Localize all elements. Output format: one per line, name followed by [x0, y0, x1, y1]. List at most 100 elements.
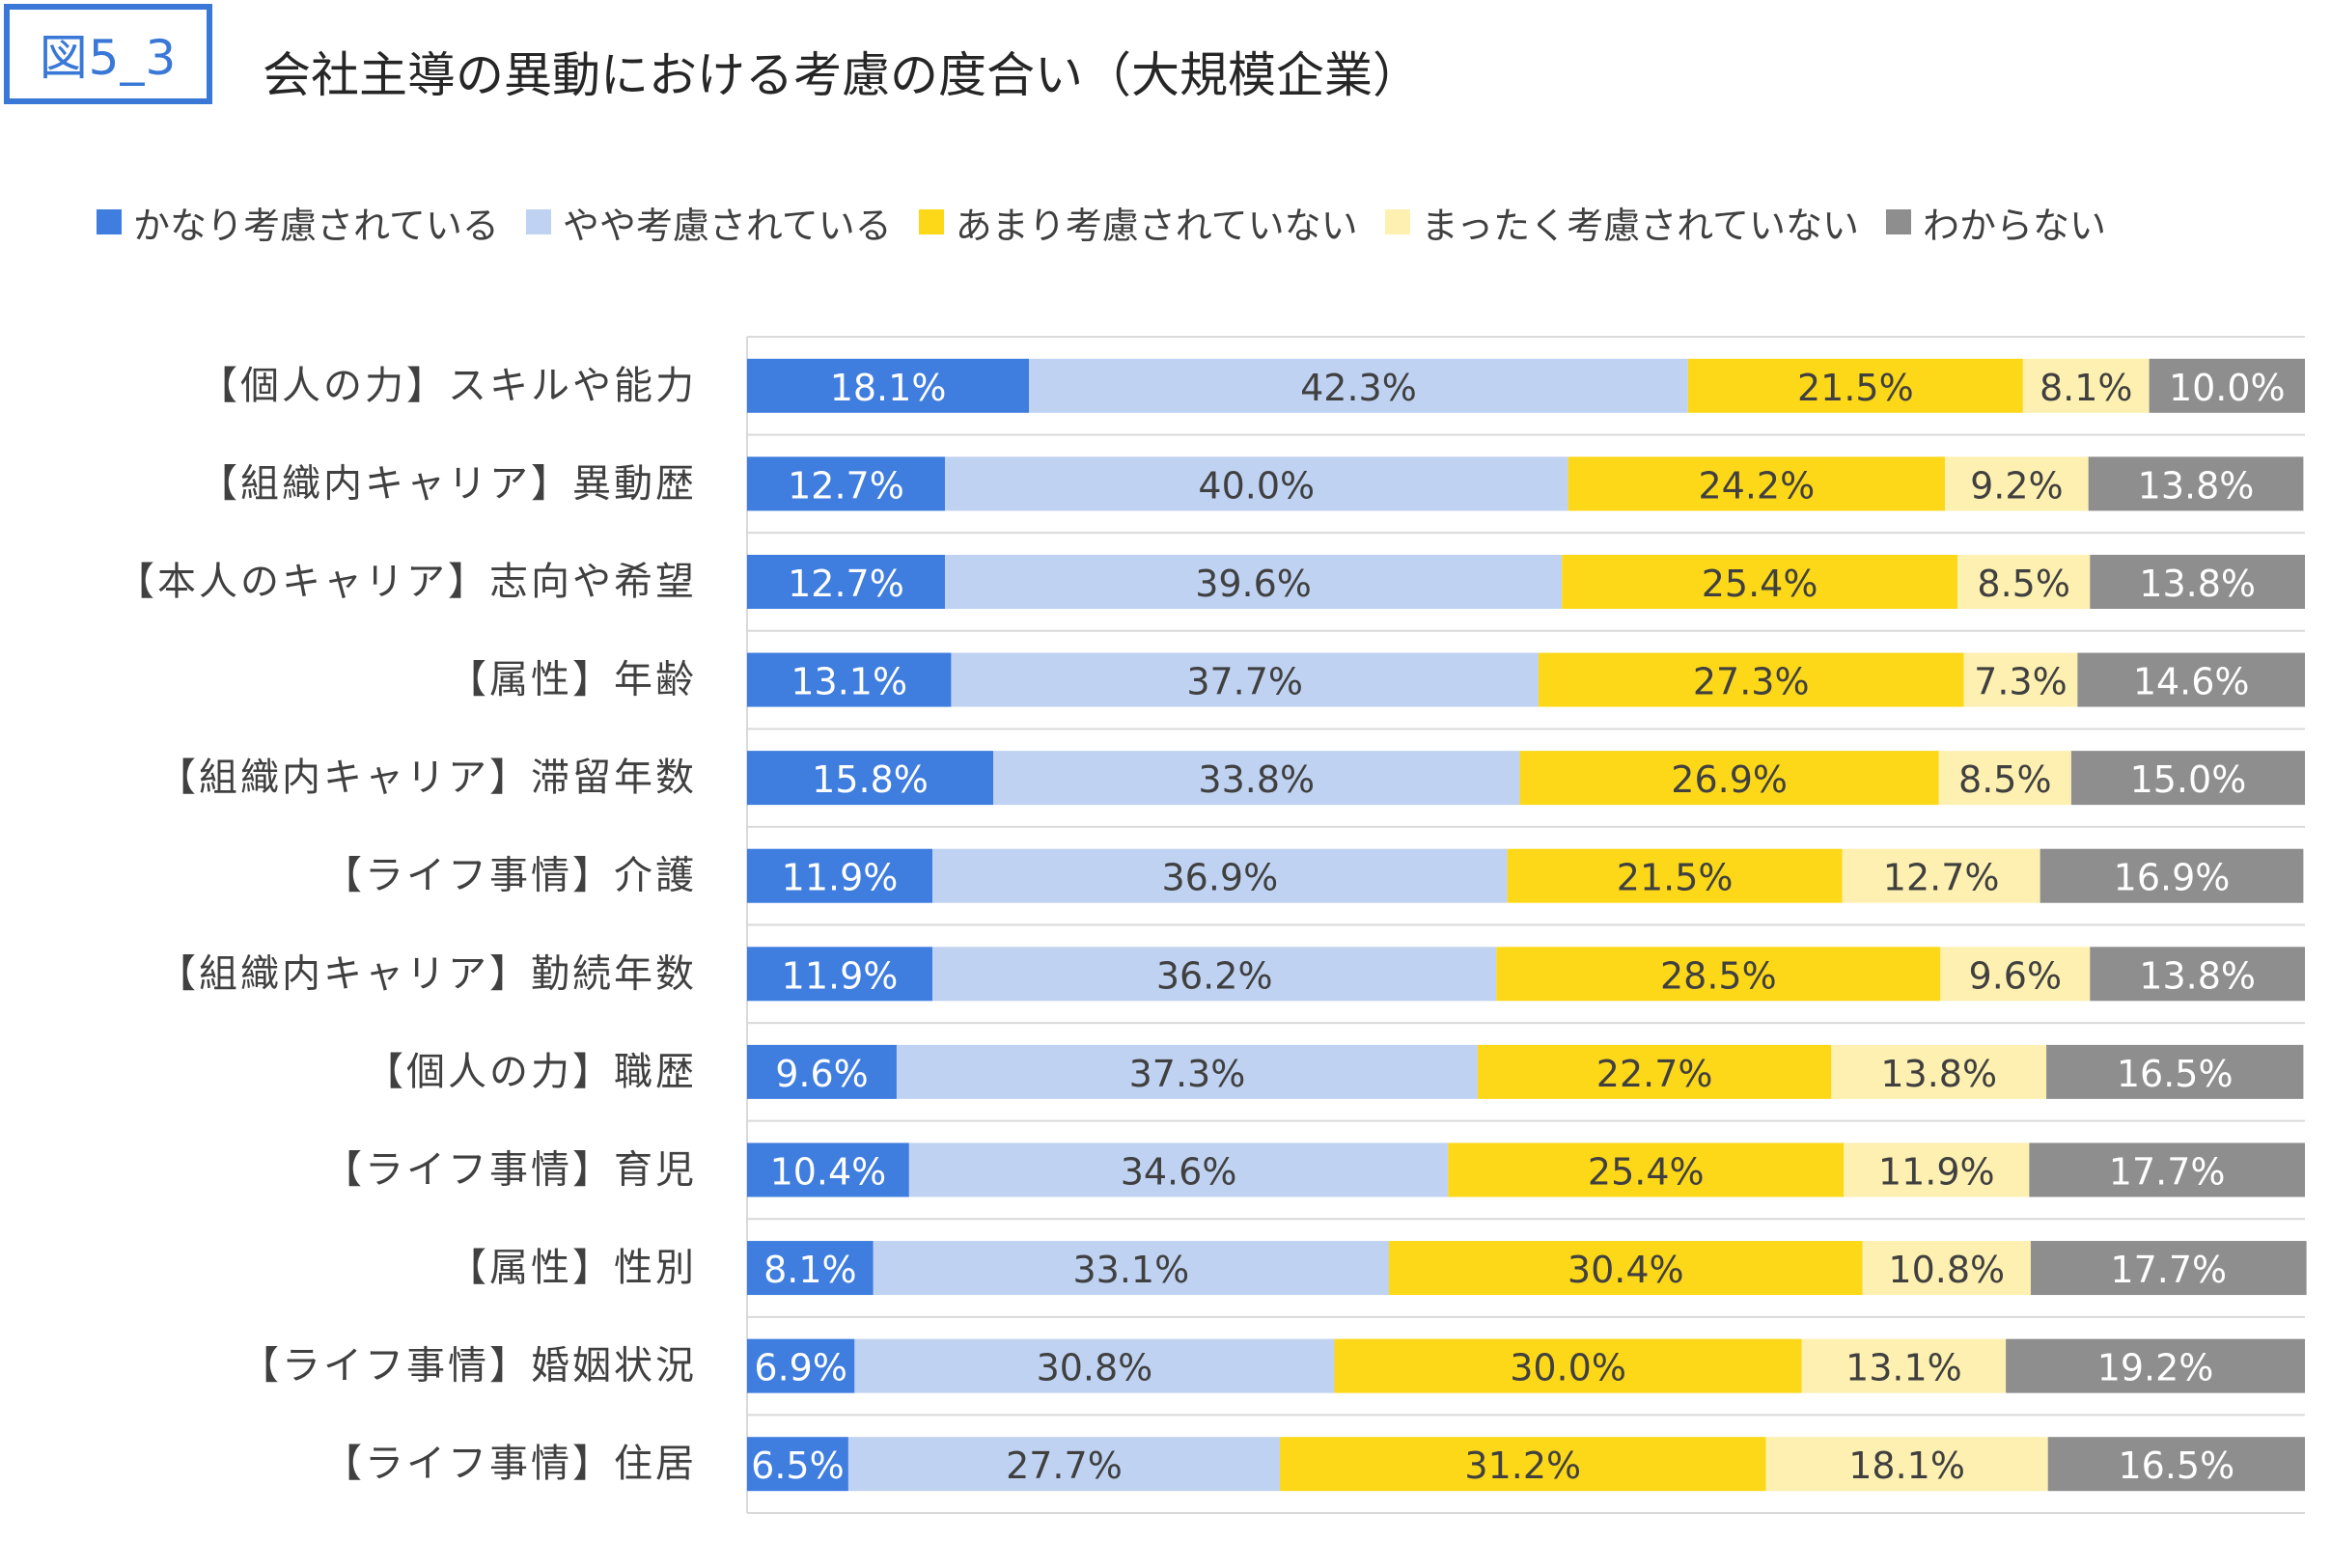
legend-swatch-3	[1384, 209, 1410, 234]
legend-swatch-1	[525, 209, 551, 234]
data-label-10-1: 30.8%	[1037, 1347, 1153, 1389]
bar-segment-9-1	[873, 1241, 1389, 1296]
bar-segment-1-4	[2088, 456, 2304, 511]
data-label-5-4: 16.9%	[2114, 857, 2231, 899]
bar-segment-8-3	[1844, 1142, 2030, 1197]
bar-segment-4-0	[747, 751, 994, 806]
data-label-6-0: 11.9%	[782, 954, 899, 997]
legend-swatch-4	[1885, 209, 1911, 234]
category-label-1: 【組織内キャリア】異動歴	[199, 461, 697, 506]
figure-label: 図5_3	[39, 30, 178, 86]
bar-segment-8-1	[908, 1142, 1449, 1197]
data-label-11-0: 6.5%	[751, 1444, 845, 1487]
bar-segment-3-1	[951, 652, 1539, 707]
data-label-7-1: 37.3%	[1129, 1053, 1246, 1095]
bar-segment-0-0	[747, 358, 1030, 413]
category-label-6: 【組織内キャリア】勤続年数	[157, 951, 697, 996]
bar-segment-0-3	[2022, 358, 2150, 413]
bar-segment-6-0	[747, 947, 933, 1002]
data-label-9-3: 10.8%	[1888, 1249, 2005, 1291]
bar-segment-7-2	[1477, 1044, 1832, 1099]
legend-label-3: まったく考慮されていない	[1421, 204, 1859, 247]
bar-segment-10-2	[1334, 1338, 1802, 1393]
data-label-6-1: 36.2%	[1156, 954, 1273, 997]
bar-segment-11-3	[1765, 1437, 2048, 1492]
bar-segment-11-2	[1279, 1437, 1766, 1492]
category-label-4: 【組織内キャリア】滞留年数	[157, 756, 697, 800]
legend-item-1: やや考慮されている	[525, 196, 892, 249]
category-label-0: 【個人の力】スキルや能力	[199, 364, 697, 408]
bar-segment-5-4	[2040, 848, 2304, 903]
data-label-3-0: 13.1%	[791, 661, 907, 703]
category-label-10: 【ライフ事情】婚姻状況	[240, 1344, 697, 1389]
legend-item-3: まったく考慮されていない	[1384, 196, 1859, 249]
data-label-2-1: 39.6%	[1195, 563, 1312, 605]
data-label-10-4: 19.2%	[2097, 1347, 2214, 1389]
data-label-6-4: 13.8%	[2139, 954, 2256, 997]
bar-segment-4-2	[1519, 751, 1939, 806]
bar-segment-8-2	[1448, 1142, 1845, 1197]
bar-segment-0-1	[1029, 358, 1688, 413]
chart-legend: かなり考慮されている やや考慮されている あまり考慮されていない まったく考慮されてい…	[97, 193, 2106, 251]
data-label-10-3: 13.1%	[1845, 1347, 1962, 1389]
legend-swatch-2	[918, 209, 944, 234]
data-label-9-1: 33.1%	[1072, 1249, 1189, 1291]
data-label-0-4: 10.0%	[2169, 367, 2286, 409]
data-label-7-2: 22.7%	[1596, 1053, 1713, 1095]
data-label-0-1: 42.3%	[1300, 367, 1417, 409]
legend-label-2: あまり考慮されていない	[955, 204, 1358, 247]
data-label-4-4: 15.0%	[2130, 758, 2247, 801]
legend-label-1: やや考慮されている	[562, 204, 892, 247]
data-label-1-2: 24.2%	[1699, 464, 1816, 507]
bar-segment-11-1	[847, 1437, 1280, 1492]
data-label-4-3: 8.5%	[1958, 758, 2052, 801]
data-label-0-0: 18.1%	[830, 367, 947, 409]
data-label-3-2: 27.3%	[1693, 661, 1810, 703]
category-label-7: 【個人の力】職歴	[365, 1050, 697, 1094]
data-label-4-1: 33.8%	[1198, 758, 1315, 801]
category-label-5: 【ライフ事情】介護	[323, 854, 697, 898]
data-label-2-0: 12.7%	[788, 563, 904, 605]
data-label-3-4: 14.6%	[2133, 661, 2250, 703]
data-label-2-4: 13.8%	[2139, 563, 2256, 605]
data-label-10-0: 6.9%	[754, 1347, 847, 1389]
bar-segment-10-4	[2006, 1338, 2305, 1393]
bar-segment-3-3	[1963, 652, 2078, 707]
bar-segment-1-3	[1945, 456, 2089, 511]
data-label-11-1: 27.7%	[1006, 1444, 1123, 1487]
data-label-1-4: 13.8%	[2138, 464, 2255, 507]
data-label-4-2: 26.9%	[1671, 758, 1788, 801]
bar-segment-6-3	[1940, 947, 2091, 1002]
data-label-8-1: 34.6%	[1121, 1150, 1237, 1193]
data-label-9-2: 30.4%	[1568, 1249, 1684, 1291]
bar-segment-0-2	[1687, 358, 2023, 413]
bar-segment-7-0	[747, 1044, 897, 1099]
bar-segment-5-3	[1842, 848, 2040, 903]
legend-item-0: かなり考慮されている	[97, 196, 499, 249]
bar-segment-6-4	[2090, 947, 2305, 1002]
bar-segment-3-4	[2077, 652, 2305, 707]
data-label-5-0: 11.9%	[782, 857, 899, 899]
data-label-8-2: 25.4%	[1588, 1150, 1705, 1193]
category-label-11: 【ライフ事情】住居	[323, 1442, 697, 1486]
bar-segment-4-3	[1938, 751, 2071, 806]
bar-segment-1-2	[1568, 456, 1946, 511]
bar-segment-2-1	[944, 554, 1563, 609]
bar-segment-5-1	[932, 848, 1508, 903]
data-label-1-1: 40.0%	[1198, 464, 1315, 507]
bar-segment-9-4	[2030, 1241, 2307, 1296]
bar-segment-0-4	[2149, 358, 2305, 413]
data-label-3-1: 37.7%	[1186, 661, 1303, 703]
data-label-11-4: 16.5%	[2118, 1444, 2234, 1487]
bar-segment-2-0	[747, 554, 945, 609]
data-label-0-3: 8.1%	[2040, 367, 2133, 409]
data-label-8-0: 10.4%	[770, 1150, 887, 1193]
bar-segment-7-1	[896, 1044, 1478, 1099]
bar-segment-9-0	[747, 1241, 874, 1296]
bar-segment-3-2	[1538, 652, 1964, 707]
bar-segment-4-4	[2070, 751, 2305, 806]
data-label-6-2: 28.5%	[1660, 954, 1777, 997]
bar-segment-2-4	[2090, 554, 2305, 609]
data-label-0-2: 21.5%	[1797, 367, 1914, 409]
